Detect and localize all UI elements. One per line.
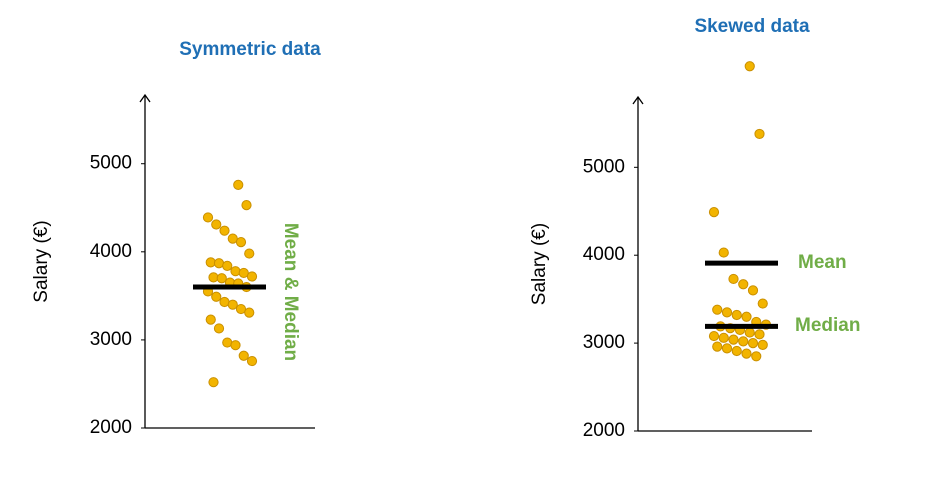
annotation: Mean xyxy=(798,252,847,273)
data-point xyxy=(230,266,241,277)
y-axis-label: Salary (€) xyxy=(31,220,52,302)
axis-arrow xyxy=(632,95,644,105)
data-point xyxy=(235,237,247,248)
y-tick-label: 5000 xyxy=(583,156,625,177)
data-point xyxy=(738,336,749,347)
data-point xyxy=(757,298,768,309)
y-tick-label: 3000 xyxy=(583,332,625,353)
data-point xyxy=(208,377,219,388)
data-point xyxy=(721,307,733,318)
chart-title: Skewed data xyxy=(694,16,810,37)
data-point xyxy=(744,327,755,338)
chart-title: Symmetric data xyxy=(179,39,321,60)
data-point xyxy=(757,339,768,350)
y-tick-label: 2000 xyxy=(583,420,625,441)
data-point xyxy=(712,304,723,315)
data-point xyxy=(244,248,255,259)
data-point xyxy=(244,307,255,318)
data-point xyxy=(747,285,759,296)
data-point xyxy=(741,348,752,359)
data-point xyxy=(205,257,216,268)
data-point xyxy=(216,273,227,284)
annotation: Median xyxy=(795,315,860,336)
data-point xyxy=(211,219,222,230)
data-point xyxy=(728,273,739,285)
data-point xyxy=(731,345,742,357)
data-point xyxy=(208,272,219,283)
data-point xyxy=(738,279,749,290)
data-point xyxy=(708,207,720,218)
data-point xyxy=(747,338,759,349)
data-point xyxy=(219,225,230,236)
y-tick-label: 5000 xyxy=(90,153,132,174)
data-point xyxy=(222,260,233,272)
data-point xyxy=(744,61,755,72)
data-point xyxy=(238,350,249,361)
data-point xyxy=(246,355,258,367)
data-point xyxy=(246,271,258,282)
data-point xyxy=(754,128,765,140)
axis-arrow xyxy=(139,93,151,103)
y-tick-label: 2000 xyxy=(90,417,132,438)
data-point xyxy=(213,323,225,334)
data-point xyxy=(708,330,720,342)
y-tick-label: 4000 xyxy=(583,244,625,265)
data-point xyxy=(741,311,752,322)
data-point xyxy=(754,329,765,340)
data-point xyxy=(205,314,216,325)
data-point xyxy=(202,212,214,223)
data-point xyxy=(233,179,244,190)
y-tick-label: 3000 xyxy=(90,329,132,350)
data-point xyxy=(211,291,222,302)
data-point xyxy=(718,247,729,258)
y-tick-label: 4000 xyxy=(90,241,132,262)
data-point xyxy=(728,334,739,345)
data-point xyxy=(751,351,762,362)
annotation: Mean & Median xyxy=(280,223,301,361)
data-point xyxy=(731,309,742,321)
y-axis-label: Salary (€) xyxy=(529,223,550,305)
data-point xyxy=(230,340,241,351)
data-point xyxy=(227,299,238,310)
data-point xyxy=(718,332,729,343)
data-point xyxy=(721,343,733,354)
data-point xyxy=(712,341,723,352)
data-point xyxy=(241,200,252,211)
